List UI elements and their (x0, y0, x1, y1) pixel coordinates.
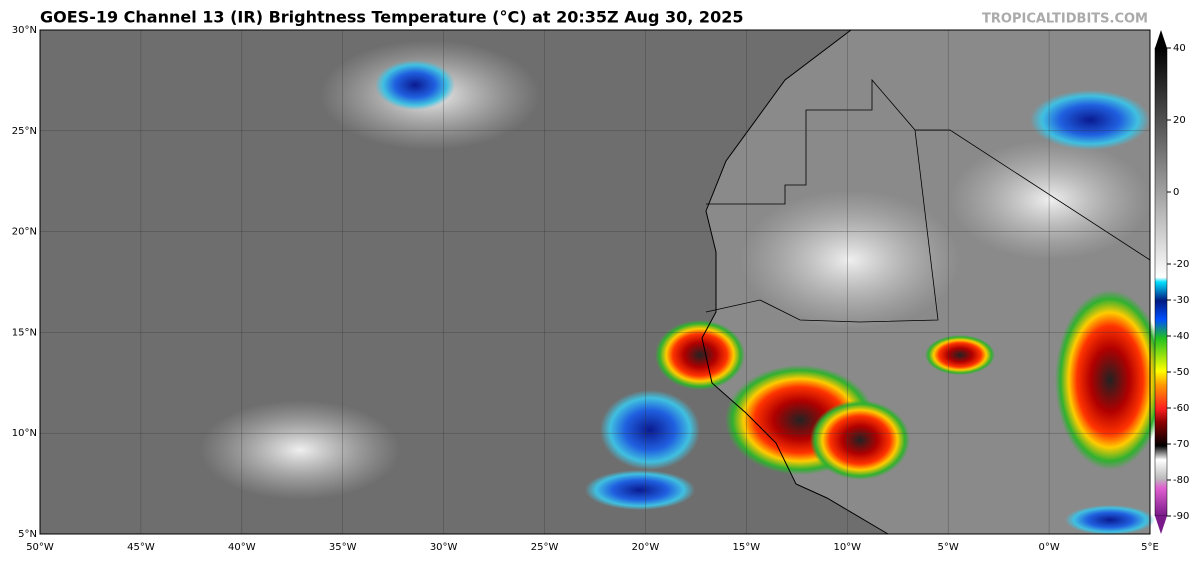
colorbar-scale (1154, 47, 1168, 517)
colorbar-label: -50 (1173, 367, 1189, 378)
lon-label: 5°W (938, 542, 959, 553)
lon-label: 50°W (26, 542, 54, 553)
lon-label: 5°E (1141, 542, 1159, 553)
colorbar-label: -60 (1173, 403, 1189, 414)
map (39, 29, 1165, 535)
colorbar-label: -70 (1173, 439, 1189, 450)
cold-cloud (1030, 90, 1150, 150)
colorbar-label: -20 (1173, 259, 1189, 270)
cloud (200, 400, 400, 500)
colorbar-max (1155, 30, 1167, 48)
colorbar-label: 40 (1173, 43, 1186, 54)
lat-label: 25°N (12, 126, 37, 137)
lon-label: 40°W (228, 542, 256, 553)
lon-label: 30°W (430, 542, 458, 553)
lon-label: 10°W (833, 542, 861, 553)
storm (655, 320, 745, 390)
lon-label: 45°W (127, 542, 155, 553)
lat-label: 20°N (12, 227, 37, 238)
cloud (740, 190, 960, 330)
colorbar-label: 0 (1173, 187, 1179, 198)
lat-label: 30°N (12, 25, 37, 36)
cold-cloud (375, 60, 455, 110)
borders (705, 78, 1151, 323)
map-frame (39, 29, 1151, 535)
cold-cloud (600, 390, 700, 470)
cold-cloud (1065, 505, 1155, 535)
lon-label: 35°W (329, 542, 357, 553)
colorbar-label: -40 (1173, 331, 1189, 342)
lat-label: 5°N (18, 529, 37, 540)
colorbar-label: -30 (1173, 295, 1189, 306)
colorbar (1154, 30, 1168, 534)
watermark: TROPICALTIDBITS.COM (982, 12, 1148, 27)
lon-label: 0°W (1038, 542, 1059, 553)
storm (925, 335, 995, 375)
coastline (701, 29, 889, 535)
colorbar-label: -90 (1173, 511, 1189, 522)
lon-label: 25°W (531, 542, 559, 553)
lon-label: 15°W (733, 542, 761, 553)
title: GOES-19 Channel 13 (IR) Brightness Tempe… (40, 8, 743, 27)
storm (1055, 290, 1165, 470)
cloud (950, 140, 1150, 260)
lon-label: 20°W (632, 542, 660, 553)
lat-label: 15°N (12, 327, 37, 338)
cold-cloud (585, 470, 695, 510)
storm (810, 400, 910, 480)
colorbar-min (1155, 516, 1167, 534)
lat-label: 10°N (12, 428, 37, 439)
colorbar-label: 20 (1173, 115, 1186, 126)
colorbar-label: -80 (1173, 475, 1189, 486)
